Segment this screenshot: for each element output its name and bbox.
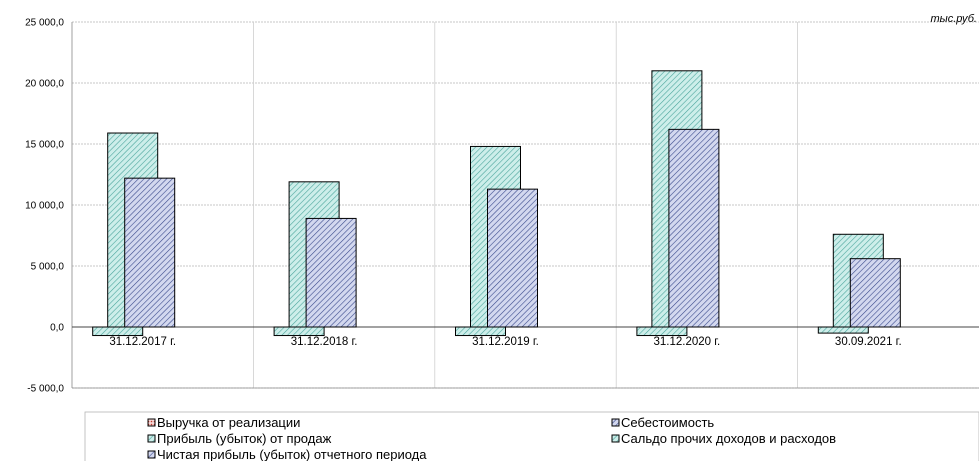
bar [817, 326, 869, 334]
legend-entry: Чистая прибыль (убыток) отчетного период… [157, 447, 427, 461]
y-tick-label: 20 000,0 [25, 79, 64, 90]
x-tick-label: 30.09.2021 г. [835, 336, 902, 348]
legend-swatch [611, 434, 620, 443]
x-tick-label: 31.12.2018 г. [291, 336, 358, 348]
bar [305, 217, 357, 328]
y-tick-label: 10 000,0 [25, 201, 64, 212]
bar [849, 258, 901, 328]
legend-swatch [611, 418, 620, 427]
legend-entry: Выручка от реализации [157, 415, 300, 430]
legend-entry: Сальдо прочих доходов и расходов [621, 431, 836, 446]
bar [487, 188, 538, 328]
bar [124, 177, 176, 328]
y-tick-label: 25 000,0 [25, 18, 64, 29]
bar [636, 326, 688, 337]
y-tick-label: -5 000,0 [27, 384, 64, 395]
bar [668, 128, 720, 328]
unit-label: тыс.руб. [930, 13, 977, 25]
legend-box [84, 411, 979, 461]
category-labels: 31.12.2017 г. 31.12.2018 г. 31.12.2019 г. 3… [109, 336, 901, 348]
bar [92, 326, 144, 337]
bar [273, 326, 325, 337]
x-tick-label: 31.12.2019 г. [472, 336, 539, 348]
legend-entry: Себестоимость [621, 415, 714, 430]
legend-entry: Прибыль (убыток) от продаж [157, 431, 332, 446]
legend-swatch [147, 434, 156, 443]
bars [92, 70, 901, 337]
x-tick-label: 31.12.2017 г. [109, 336, 176, 348]
x-tick-label: 31.12.2020 г. [654, 336, 721, 348]
y-tick-label: 0,0 [50, 323, 64, 334]
y-tick-label: 5 000,0 [31, 262, 65, 273]
legend: Выручка от реализации Себестоимость Прибыл… [84, 411, 979, 461]
bar [455, 326, 506, 337]
legend-swatch [147, 418, 156, 427]
y-tick-label: 15 000,0 [25, 140, 64, 151]
legend-swatch [147, 450, 156, 459]
